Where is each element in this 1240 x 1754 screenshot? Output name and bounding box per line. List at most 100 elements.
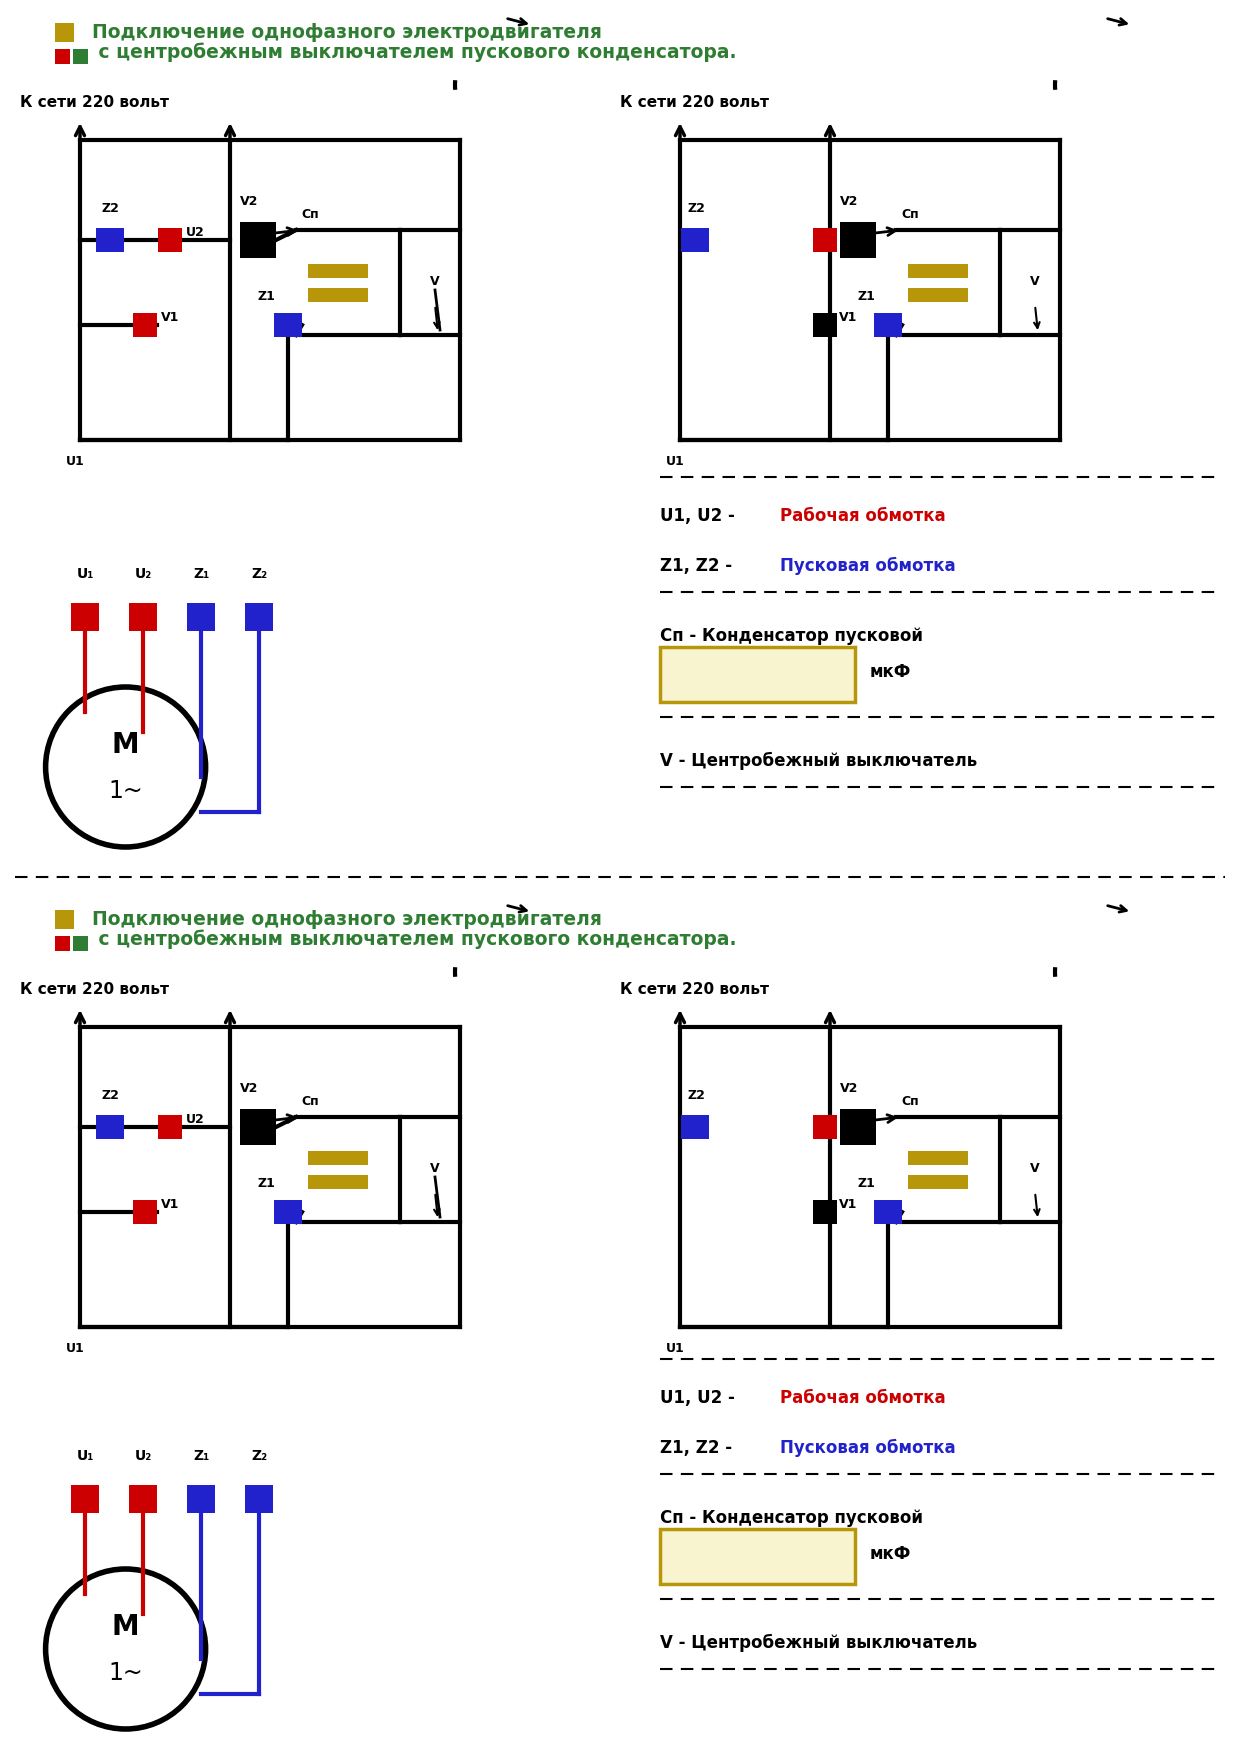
Bar <box>95 1116 124 1138</box>
Bar <box>157 228 182 253</box>
Bar <box>55 23 74 42</box>
Text: U₁: U₁ <box>77 1449 94 1463</box>
Bar <box>274 1200 303 1224</box>
Text: V: V <box>1030 1161 1039 1175</box>
Bar <box>133 312 157 337</box>
Bar <box>660 1529 856 1584</box>
Text: Cп: Cп <box>901 1094 919 1109</box>
Text: 1~: 1~ <box>108 779 143 803</box>
Text: V1: V1 <box>161 1198 180 1210</box>
Bar <box>308 288 368 302</box>
Text: Z₂: Z₂ <box>250 567 267 581</box>
Text: U2: U2 <box>839 1114 858 1126</box>
Bar <box>246 1486 273 1514</box>
Text: Z2: Z2 <box>102 202 120 216</box>
Bar <box>241 1109 277 1145</box>
Bar <box>308 1175 368 1189</box>
Text: V - Центробежный выключатель: V - Центробежный выключатель <box>660 752 977 770</box>
Text: К сети 220 вольт: К сети 220 вольт <box>20 982 169 996</box>
Text: Z₁: Z₁ <box>193 567 210 581</box>
Text: V - Центробежный выключатель: V - Центробежный выключатель <box>660 1635 977 1652</box>
Text: 1~: 1~ <box>108 1661 143 1686</box>
Text: V2: V2 <box>241 1082 258 1094</box>
Bar <box>908 1151 968 1165</box>
Text: Z1: Z1 <box>258 1177 275 1189</box>
Text: Пусковая обмотка: Пусковая обмотка <box>780 1438 956 1458</box>
Text: с центробежным выключателем пускового конденсатора.: с центробежным выключателем пускового ко… <box>92 42 737 63</box>
Bar <box>908 263 968 277</box>
Text: V1: V1 <box>839 1198 857 1210</box>
Text: Сп - Конденсатор пусковой: Сп - Конденсатор пусковой <box>660 626 923 645</box>
Bar <box>681 1116 709 1138</box>
Bar <box>874 1200 901 1224</box>
Text: Z1: Z1 <box>258 289 275 303</box>
Text: U1, U2 -: U1, U2 - <box>660 507 740 524</box>
Text: Z1, Z2 -: Z1, Z2 - <box>660 558 738 575</box>
Text: U1: U1 <box>666 454 684 468</box>
Text: V: V <box>430 1161 440 1175</box>
Text: V1: V1 <box>839 310 857 324</box>
Text: Z1: Z1 <box>858 1177 875 1189</box>
Text: Z1: Z1 <box>858 289 875 303</box>
Text: К сети 220 вольт: К сети 220 вольт <box>620 982 769 996</box>
Bar <box>308 1151 368 1165</box>
Text: U₂: U₂ <box>134 1449 151 1463</box>
Text: U2: U2 <box>186 226 205 239</box>
Bar <box>246 603 273 631</box>
Bar <box>71 603 99 631</box>
Bar <box>308 263 368 277</box>
Bar <box>839 223 875 258</box>
Bar <box>95 228 124 253</box>
Text: U2: U2 <box>186 1114 205 1126</box>
Text: M: M <box>112 731 139 759</box>
Text: Z2: Z2 <box>687 202 704 216</box>
Text: U1: U1 <box>66 454 84 468</box>
Bar <box>839 1109 875 1145</box>
Text: U1: U1 <box>666 1342 684 1356</box>
Text: V2: V2 <box>839 195 858 209</box>
Text: Z1, Z2 -: Z1, Z2 - <box>660 1438 738 1458</box>
Text: M: M <box>112 1614 139 1642</box>
Text: Подключение однофазного электродвигателя: Подключение однофазного электродвигателя <box>92 910 601 930</box>
Text: U₁: U₁ <box>77 567 94 581</box>
Text: с центробежным выключателем пускового конденсатора.: с центробежным выключателем пускового ко… <box>92 930 737 949</box>
Text: мкФ: мкФ <box>870 1545 911 1563</box>
Text: V: V <box>1030 275 1039 288</box>
Bar <box>129 603 157 631</box>
Bar <box>55 49 71 63</box>
Text: V1: V1 <box>161 310 180 324</box>
Text: V: V <box>430 275 440 288</box>
Text: Сп - Конденсатор пусковой: Сп - Конденсатор пусковой <box>660 1508 923 1528</box>
Text: U2: U2 <box>839 226 858 239</box>
Bar <box>813 228 837 253</box>
Bar <box>813 312 837 337</box>
Bar <box>73 49 88 63</box>
Bar <box>241 223 277 258</box>
Text: Подключение однофазного электродвигателя: Подключение однофазного электродвигателя <box>92 23 601 42</box>
Text: V2: V2 <box>241 195 258 209</box>
Bar <box>681 228 709 253</box>
Bar <box>71 1486 99 1514</box>
Text: Рабочая обмотка: Рабочая обмотка <box>780 1389 946 1407</box>
Text: V2: V2 <box>839 1082 858 1094</box>
Text: Z₂: Z₂ <box>250 1449 267 1463</box>
Bar <box>908 1175 968 1189</box>
Bar <box>660 647 856 702</box>
Text: U1, U2 -: U1, U2 - <box>660 1389 740 1407</box>
Text: Рабочая обмотка: Рабочая обмотка <box>780 507 946 524</box>
Bar <box>187 1486 215 1514</box>
Bar <box>129 1486 157 1514</box>
Bar <box>73 937 88 951</box>
Text: К сети 220 вольт: К сети 220 вольт <box>620 95 769 111</box>
Text: Z2: Z2 <box>102 1089 120 1102</box>
Bar <box>274 312 303 337</box>
Bar <box>908 288 968 302</box>
Text: Cп: Cп <box>901 209 919 221</box>
Bar <box>874 312 901 337</box>
Text: Z₁: Z₁ <box>193 1449 210 1463</box>
Text: К сети 220 вольт: К сети 220 вольт <box>20 95 169 111</box>
Bar <box>157 1116 182 1138</box>
Text: Z2: Z2 <box>687 1089 704 1102</box>
Bar <box>55 910 74 930</box>
Text: Пусковая обмотка: Пусковая обмотка <box>780 558 956 575</box>
